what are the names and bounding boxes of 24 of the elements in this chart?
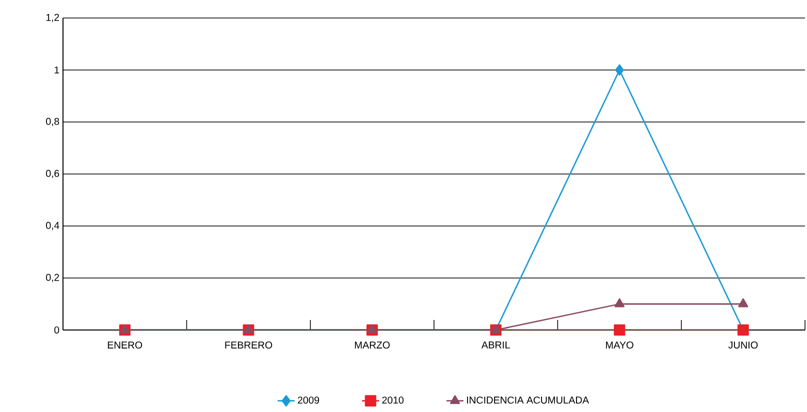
y-tick-label: 0,8 [46,118,60,126]
y-tick-label: 0 [54,326,60,334]
legend-label: INCIDENCIA ACUMULADA [467,396,590,404]
point [367,324,378,334]
point [614,298,625,308]
point [120,324,130,334]
x-tick-label: ENERO [108,341,142,349]
x-tick-label: ABRIL [481,341,510,348]
y-tick-label: 0,2 [46,274,59,282]
point [615,64,624,76]
y-tick-label: 0,6 [46,170,60,178]
y-tick-label: 0,4 [46,222,60,230]
x-tick-label: MAYO [606,341,634,349]
y-tick-label: 1 [54,66,59,74]
legend-label: 2009 [298,396,320,404]
x-tick-label: MARZO [354,341,390,349]
y-tick-label: 1,2 [46,14,59,22]
x-tick-label: JUNIO [728,341,758,349]
x-tick-label: FEBRERO [225,341,272,349]
point [738,298,748,308]
point [490,324,501,334]
point [243,324,254,334]
point [614,324,626,336]
legend-label: 2010 [382,396,404,404]
